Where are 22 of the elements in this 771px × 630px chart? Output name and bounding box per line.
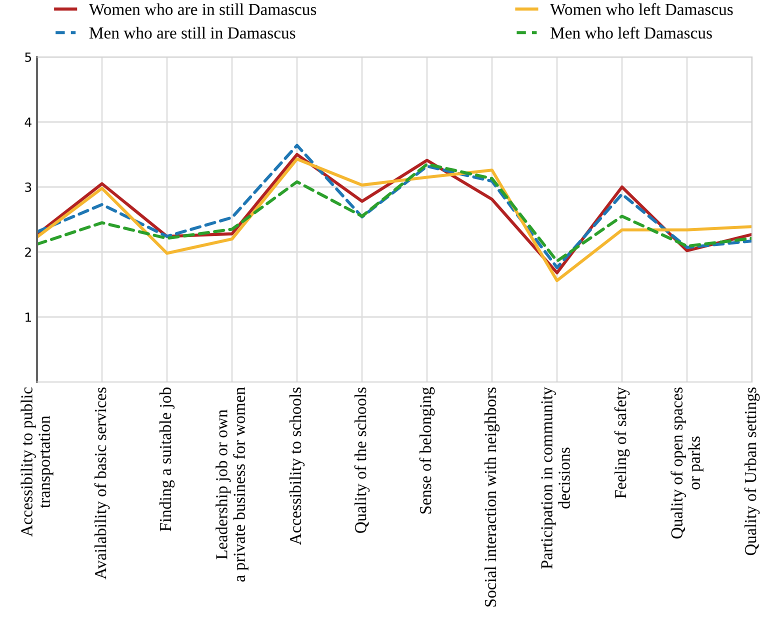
x-tick-label: Participation in community decisions (541, 386, 570, 569)
x-tick-label: Leadership job or own a private business for women (216, 387, 248, 582)
x-tick-label: Feeling of safety (614, 386, 630, 498)
x-tick-label: Availability of basic services (94, 387, 110, 580)
y-tick-label: 2 (25, 247, 31, 257)
x-tick-label: Quality of open spaces or parks (670, 387, 704, 538)
y-tick-label: 4 (24, 118, 32, 127)
y-tick-label: 5 (25, 52, 32, 62)
x-tick-label: Quality of Urban settings (744, 387, 760, 556)
line-series (37, 162, 752, 263)
legend-label: Women who are in still Damascus (88, 3, 316, 16)
y-tick-label: 1 (26, 312, 31, 322)
x-tick-label: Accessibility to public transportation (20, 387, 54, 537)
x-tick-label: Finding a suitable job (159, 387, 175, 532)
x-tick-label: Social interaction with neighbors (484, 387, 500, 607)
x-tick-label: Sense of belonging (419, 387, 435, 514)
legend-label: Men who left Damascus (550, 26, 712, 39)
legend-label: Men who are still in Damascus (89, 26, 296, 39)
x-tick-label: Accessibility to schools (289, 387, 305, 546)
x-tick-label: Quality of the schools (354, 387, 370, 533)
y-tick-label: 3 (25, 182, 32, 192)
legend-label: Women who left Damascus (550, 3, 733, 16)
